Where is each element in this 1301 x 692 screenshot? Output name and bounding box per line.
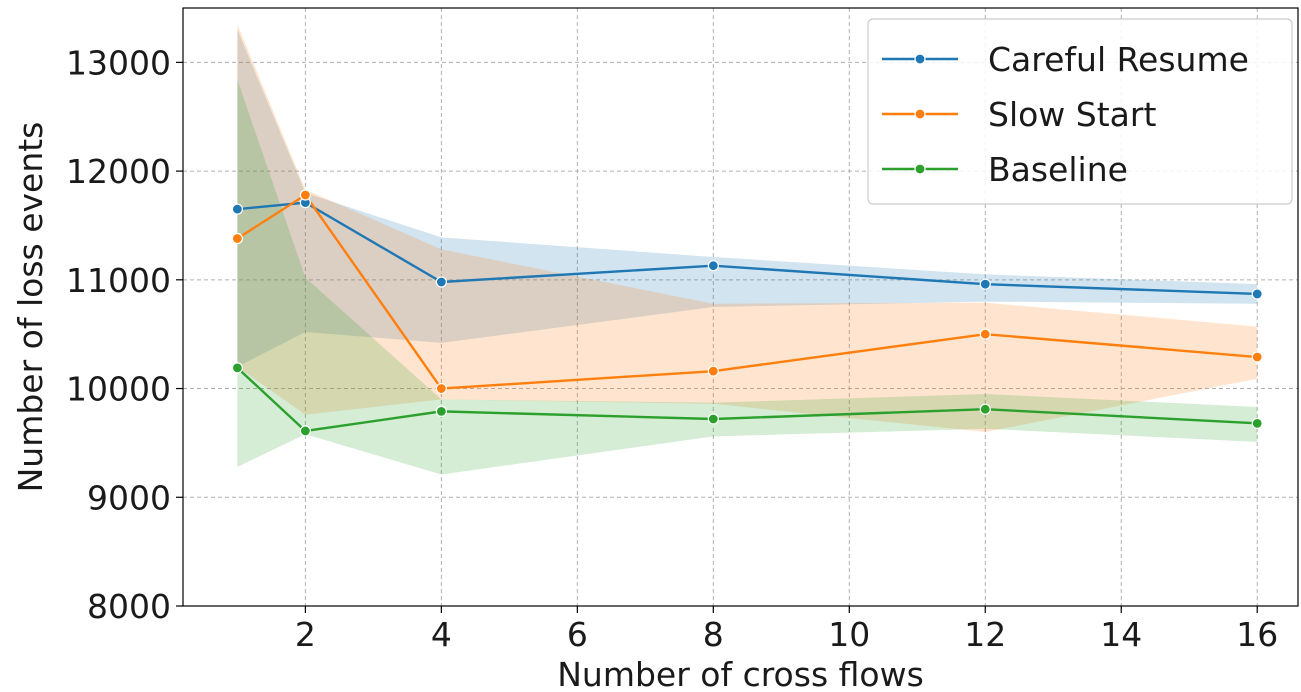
baseline-point (231, 362, 243, 374)
slow-start-point (1251, 351, 1263, 363)
plot-frame (182, 7, 1299, 607)
careful-resume-point (435, 276, 447, 288)
baseline-legend-marker (914, 163, 926, 175)
y-tick-label: 10000 (66, 370, 171, 409)
legend: Careful Resume Slow Start Baseline (867, 18, 1293, 205)
slow-start-legend-marker (914, 108, 926, 120)
slow-start-point (435, 382, 447, 395)
careful-resume-point (979, 278, 991, 290)
slow-start-point (979, 328, 991, 340)
slow-start-point (707, 365, 719, 377)
series-points (231, 189, 1263, 437)
x-tick-label: 14 (1100, 615, 1142, 654)
series-lines (236, 193, 1258, 433)
slow-start-line (236, 193, 1258, 390)
x-tick-label: 2 (295, 615, 316, 654)
baseline-point (299, 425, 311, 437)
y-axis-label: Number of loss events (11, 122, 50, 493)
legend-label: Careful Resume (988, 40, 1249, 79)
y-tick-label: 11000 (66, 261, 171, 300)
slow-start-confidence-band (237, 24, 1258, 433)
baseline-point (1251, 417, 1263, 429)
x-tick-label: 16 (1236, 615, 1278, 654)
careful-resume-confidence-band (237, 29, 1258, 367)
y-tick-label: 12000 (66, 152, 171, 191)
slow-start-point (231, 232, 243, 245)
confidence-bands (237, 24, 1258, 475)
tick-layer: 2 4 6 8 10 12 14 16 8000 9000 10000 11000 12000 13000 (66, 43, 1278, 654)
careful-resume-point (1251, 288, 1263, 300)
baseline-confidence-band (237, 79, 1258, 475)
careful-resume-legend-marker (914, 53, 926, 65)
x-tick-label: 12 (964, 615, 1006, 654)
x-tick-label: 10 (828, 615, 870, 654)
x-tick-label: 4 (431, 615, 452, 654)
slow-start-point (299, 189, 311, 201)
legend-label: Baseline (988, 150, 1128, 189)
baseline-point (979, 403, 991, 415)
careful-resume-point (231, 203, 243, 215)
baseline-point (707, 413, 719, 425)
y-tick-label: 13000 (66, 43, 171, 82)
legend-label: Slow Start (988, 95, 1156, 134)
careful-resume-line (237, 201, 1258, 296)
baseline-line (236, 367, 1258, 433)
x-tick-label: 6 (567, 615, 588, 654)
y-tick-label: 8000 (87, 587, 171, 626)
baseline-point (435, 405, 447, 417)
x-axis-label: Number of cross flows (557, 655, 924, 692)
careful-resume-point (707, 260, 719, 272)
x-tick-label: 8 (703, 615, 724, 654)
legend-box (867, 18, 1293, 205)
y-tick-label: 9000 (87, 478, 171, 517)
